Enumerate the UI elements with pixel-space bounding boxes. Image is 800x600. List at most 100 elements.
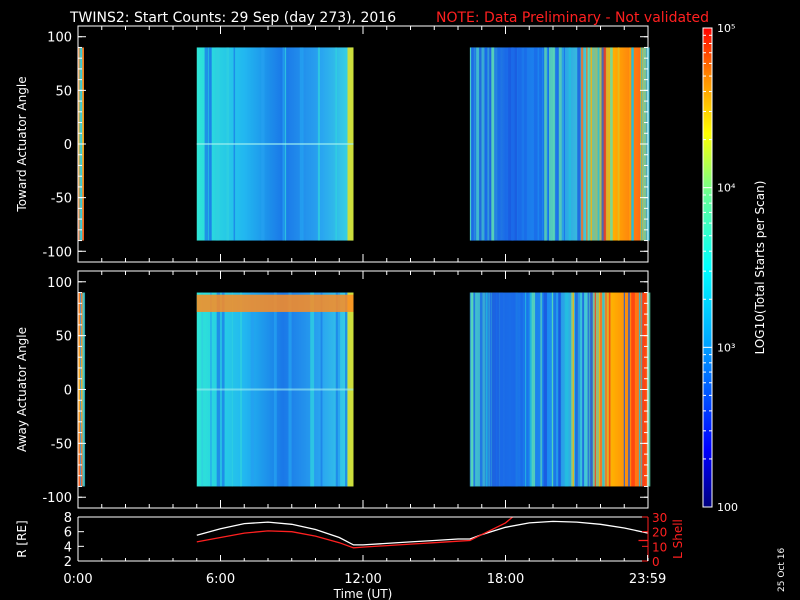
y-tick-label: 0 <box>64 384 72 399</box>
heatmap-panel-away: -100 -50 0 50 100 Away Actuator Angle <box>15 270 651 509</box>
heatmap-stripe <box>578 292 580 487</box>
colorbar-tick-label: 100 <box>717 501 738 514</box>
heatmap-stripe <box>510 292 513 487</box>
heatmap-stripe <box>558 292 562 487</box>
heatmap-stripe <box>500 292 503 487</box>
heatmap-stripe <box>647 292 651 487</box>
heatmap-stripe <box>531 292 536 487</box>
heatmap-stripe <box>489 292 492 487</box>
heatmap-stripe <box>577 47 581 241</box>
y-tick-label: -100 <box>42 491 72 506</box>
y-tick-label: 50 <box>55 84 72 99</box>
heatmap-panel-toward: -100 -50 0 50 100 Toward Actuator Angle <box>15 25 650 263</box>
heatmap-stripe <box>597 47 600 241</box>
orbit-left-tick-label: 8 <box>64 511 72 526</box>
chart-title: TWINS2: Start Counts: 29 Sep (day 273), … <box>69 10 396 26</box>
heatmap-stripe <box>472 292 476 487</box>
heatmap-stripe <box>629 47 631 241</box>
y-tick-label: -100 <box>42 245 72 260</box>
heatmap-stripe <box>599 292 602 487</box>
heatmap-stripe <box>575 292 578 487</box>
orbit-right-tick-label: 0 <box>652 555 660 569</box>
heatmap-stripe <box>610 47 613 241</box>
y-tick-label: 50 <box>55 330 72 345</box>
heatmap-stripe <box>533 47 538 241</box>
heatmap-stripe <box>564 292 569 487</box>
heatmap-stripe <box>638 292 641 487</box>
x-axis-label: Time (UT) <box>333 587 393 600</box>
heatmap-stripe <box>604 292 607 487</box>
heatmap-stripe <box>589 292 593 487</box>
heatmap-stripe <box>491 292 496 487</box>
colorbar-label: LOG10(Total Starts per Scan) <box>753 181 767 355</box>
y-axis-label: Toward Actuator Angle <box>15 76 29 212</box>
heatmap-stripe <box>587 292 589 487</box>
heatmap-stripe <box>485 47 488 241</box>
heatmap-stripe <box>518 47 522 241</box>
colorbar: 100 10³ 10⁴ 10⁵ LOG10(Total Starts per Scan) <box>702 22 767 514</box>
heatmap-stripe <box>603 47 607 241</box>
heatmap-stripe <box>485 292 488 487</box>
heatmap-stripe <box>489 47 492 241</box>
heatmap-stripe <box>608 292 611 487</box>
x-tick-label: 23:59 <box>629 572 666 587</box>
heatmap-stripe <box>495 292 498 487</box>
heatmap-stripe <box>551 292 554 487</box>
heatmap-stripe <box>602 292 605 487</box>
heatmap-stripe <box>543 292 548 487</box>
heatmap-stripe <box>474 47 477 241</box>
orbit-left-tick-label: 4 <box>64 540 72 555</box>
heatmap-stripe <box>551 47 556 241</box>
heatmap-stripe <box>497 47 501 241</box>
orbit-right-tick-label: 20 <box>652 526 667 540</box>
heatmap-stripe <box>571 292 573 487</box>
colorbar-gradient <box>703 28 712 507</box>
x-tick-label: 12:00 <box>344 572 381 587</box>
heatmap-stripe <box>520 292 523 487</box>
heatmap-stripe <box>631 47 634 241</box>
heatmap-stripe <box>563 47 565 241</box>
y-tick-label: -50 <box>51 192 72 207</box>
heatmap-high-band <box>196 294 354 312</box>
heatmap-stripe <box>511 47 514 241</box>
heatmap-stripe <box>568 47 571 241</box>
orbit-left-label: R [RE] <box>15 520 29 557</box>
heatmap-stripe <box>571 292 575 487</box>
orbit-series-0 <box>196 520 649 546</box>
x-tick-label: 0:00 <box>63 572 92 587</box>
heatmap-stripe <box>529 292 533 487</box>
heatmap-stripe <box>628 292 630 487</box>
y-tick-label: -50 <box>51 437 72 452</box>
heatmap-stripe <box>544 47 547 241</box>
orbit-left-tick-label: 6 <box>64 526 72 541</box>
orbit-left-tick-label: 2 <box>64 555 72 570</box>
heatmap-stripe <box>471 47 474 241</box>
y-tick-label: 100 <box>47 31 72 46</box>
heatmap-stripe <box>479 47 482 241</box>
heatmap-stripe <box>540 292 542 487</box>
heatmap-stripe <box>494 47 496 241</box>
heatmap-stripe <box>598 292 601 487</box>
orbit-right-tick-label: 10 <box>652 540 667 554</box>
heatmap-stripe <box>631 292 635 487</box>
date-stamp: 25 Oct 16 <box>777 548 787 592</box>
x-tick-label: 18:00 <box>487 572 524 587</box>
colorbar-tick-label: 10⁵ <box>717 22 735 35</box>
heatmap-stripe <box>491 47 495 241</box>
y-tick-label: 100 <box>47 276 72 291</box>
orbit-right-tick-label: 30 <box>652 511 667 525</box>
heatmap-stripe <box>479 292 483 487</box>
orbit-right-label: L Shell <box>671 519 685 559</box>
heatmap-stripe <box>552 292 557 487</box>
y-axis-label: Away Actuator Angle <box>15 327 29 452</box>
colorbar-tick-label: 10⁴ <box>717 182 736 195</box>
heatmap-stripe <box>514 292 518 487</box>
heatmap-stripe <box>579 292 581 487</box>
heatmap-stripe <box>586 47 588 241</box>
heatmap-stripe <box>548 47 553 241</box>
heatmap-stripe <box>617 47 620 241</box>
heatmap-stripe <box>539 47 543 241</box>
heatmap-stripe <box>581 47 584 241</box>
